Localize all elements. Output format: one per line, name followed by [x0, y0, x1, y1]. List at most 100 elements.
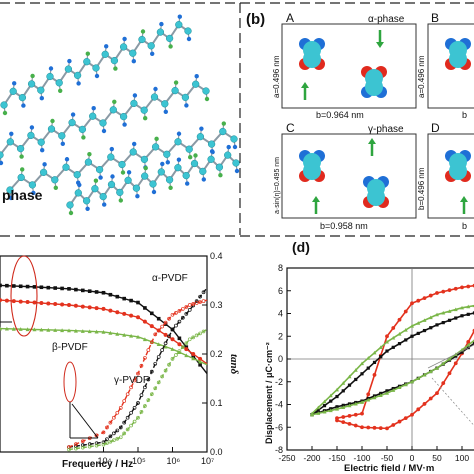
chain-side-atom	[135, 194, 140, 199]
chain-side-atom	[177, 14, 182, 19]
atom-carbon	[449, 162, 467, 180]
chain-carbon-atom	[130, 99, 138, 108]
panel-c-data-point	[146, 348, 151, 352]
panel-c-data-point	[101, 440, 106, 445]
panel-c-data-point	[132, 406, 137, 410]
tile-c-b-dimension: b=0.958 nm	[320, 221, 368, 231]
panel-d-data-point	[385, 391, 389, 395]
chain-carbon-atom	[73, 171, 81, 179]
panel-c-data-point	[170, 357, 175, 361]
chain-carbon-atom	[62, 163, 70, 171]
panel-b-label: (b)	[246, 11, 265, 28]
chain-carbon-atom	[66, 201, 74, 209]
panel-c-data-point	[53, 286, 57, 290]
panel-c-data-point	[129, 410, 133, 415]
panel-c-data-point	[143, 385, 147, 390]
chain-carbon-atom	[0, 151, 4, 159]
panel-d-data-point	[422, 402, 427, 406]
panel-d-data-point	[397, 419, 402, 424]
panel-c-data-point	[60, 286, 64, 291]
panel-b-molecules	[299, 30, 471, 214]
panel-c-data-point	[11, 326, 16, 331]
panel-d-data-point	[447, 288, 452, 293]
chain-side-atom	[188, 155, 193, 160]
panel-d-y-tick-label: 2	[278, 331, 283, 341]
panel-c-data-point	[32, 300, 37, 305]
panel-d-data-point	[428, 369, 433, 374]
panel-c-data-point	[18, 327, 23, 331]
tile-b-a-dimension: a=0.496 nm	[417, 55, 426, 98]
atom-carbon	[365, 78, 383, 96]
panel-c-data-point	[73, 328, 78, 333]
chain-carbon-atom	[51, 176, 59, 184]
panel-c-data-point	[0, 298, 2, 303]
panel-c-data-point	[74, 287, 78, 292]
panel-c-data-point	[167, 334, 171, 339]
chain-carbon-atom	[73, 71, 82, 80]
chain-side-atom	[120, 170, 126, 175]
panel-d-data-point	[441, 361, 446, 366]
panel-c-data-point	[4, 326, 9, 331]
panel-c-data-point	[156, 342, 161, 346]
atom-carbon	[303, 50, 321, 68]
panel-c-data-point	[94, 443, 99, 448]
chain-carbon-atom	[181, 93, 190, 102]
chain-side-atom	[8, 195, 14, 201]
chain-side-atom	[201, 177, 206, 182]
panel-d-x-tick-label: -250	[278, 453, 295, 463]
panel-c-data-point	[108, 308, 113, 313]
panel-c-data-point	[125, 427, 130, 432]
chain-carbon-atom	[37, 138, 45, 146]
panel-c-series-line	[68, 328, 208, 451]
panel-c-data-point	[5, 283, 9, 288]
panel-c-ellipse-left	[10, 255, 38, 337]
panel-c-data-point	[184, 347, 189, 352]
chain-side-atom	[19, 154, 24, 159]
panel-c-data-point	[174, 323, 178, 328]
panel-c-data-point	[143, 356, 147, 360]
chain-carbon-atom	[64, 65, 73, 73]
panel-d-data-point	[366, 356, 371, 360]
panel-c-data-point	[198, 362, 202, 367]
panel-c-data-point	[118, 435, 123, 440]
chain-side-atom	[113, 66, 118, 71]
panel-c-data-point	[149, 340, 154, 345]
panel-c-data-point	[129, 385, 133, 390]
chain-carbon-atom	[109, 106, 117, 114]
panel-c-data-point	[18, 284, 23, 289]
panel-c-data-point	[74, 442, 78, 447]
panel-d-data-point	[347, 383, 352, 387]
chain-carbon-atom	[119, 112, 128, 121]
chain-side-atom	[110, 174, 115, 179]
panel-c-data-point	[94, 290, 99, 294]
panel-c-data-point	[105, 437, 109, 442]
chain-carbon-atom	[175, 21, 183, 29]
panel-c-data-point	[153, 332, 158, 337]
panel-c-data-point	[112, 431, 116, 436]
panel-c-data-point	[198, 294, 202, 299]
panel-c-data-point	[94, 306, 99, 311]
panel-c-data-point	[25, 300, 30, 305]
panel-d-data-point	[422, 328, 427, 333]
panel-d-data-point	[435, 323, 439, 327]
chain-side-atom	[48, 66, 54, 71]
panel-c-data-point	[201, 299, 206, 303]
panel-c-data-point	[142, 337, 147, 342]
panel-c-data-point	[198, 300, 202, 304]
chain-carbon-atom	[165, 176, 174, 184]
panel-c-data-point	[46, 327, 51, 332]
panel-d-data-point	[403, 309, 408, 314]
panel-c-annotation-gamma: γ-PVDF	[114, 375, 149, 386]
panel-c-data-point	[129, 313, 134, 318]
panel-c-data-point	[60, 302, 65, 307]
chain-side-atom	[42, 162, 47, 167]
chain-carbon-atom	[55, 79, 63, 87]
panel-d-data-point	[472, 311, 474, 315]
tile-c-letter: C	[286, 121, 295, 135]
chain-side-atom	[153, 86, 158, 92]
chain-carbon-atom	[116, 188, 124, 197]
panel-c-plot-frame	[0, 255, 208, 453]
panel-c-data-point	[108, 330, 113, 335]
panel-c-data-point	[198, 356, 203, 361]
